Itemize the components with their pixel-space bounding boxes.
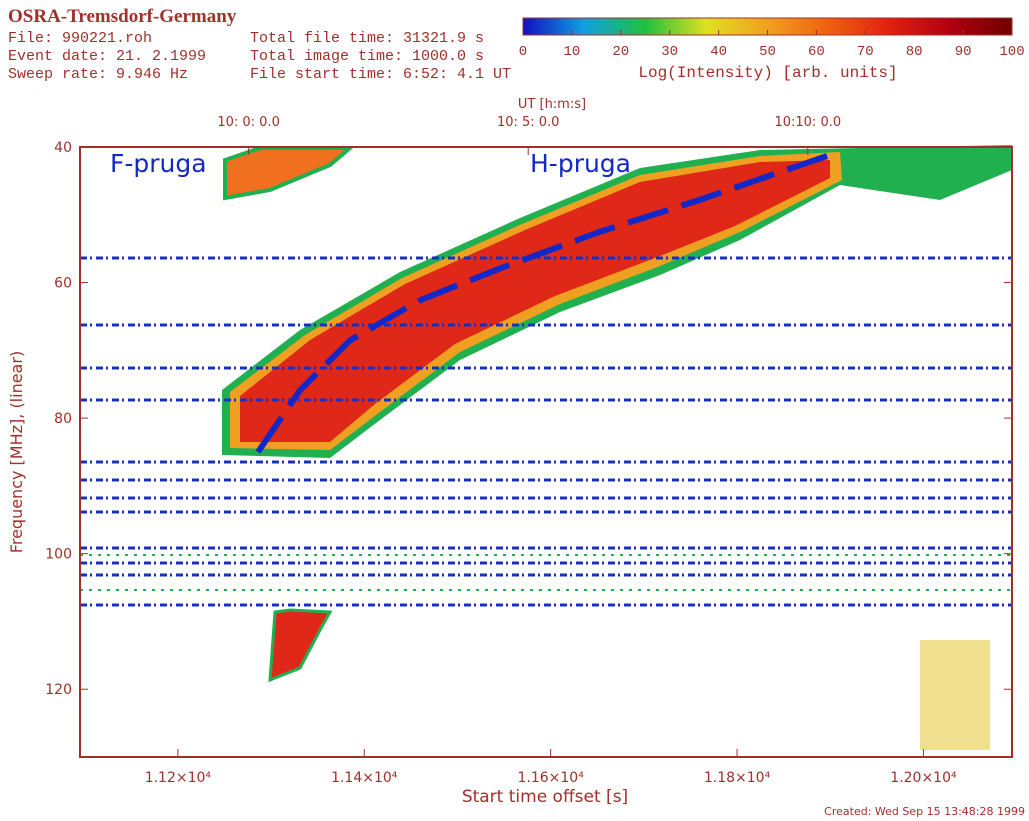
x-tick-label: 1.12×10⁴ xyxy=(145,770,212,786)
info-text: Total image time: 1000.0 s xyxy=(250,48,484,65)
y-tick-label: 80 xyxy=(54,411,72,427)
colorbar-tick-label: 100 xyxy=(999,44,1024,60)
y-axis-label: Frequency [MHz], (linear) xyxy=(7,351,26,553)
info-text: File: 990221.roh xyxy=(8,30,152,47)
chart-title: OSRA-Tremsdorf-Germany xyxy=(8,6,237,27)
footer: Created: Wed Sep 15 13:48:28 1999 xyxy=(824,805,1025,818)
x-tick-label: 1.20×10⁴ xyxy=(890,770,957,786)
x-tick-label: 1.14×10⁴ xyxy=(331,770,398,786)
x-axis-label: Start time offset [s] xyxy=(462,787,628,807)
colorbar-tick-label: 30 xyxy=(661,44,678,60)
chart: OSRA-Tremsdorf-Germany Start time offset… xyxy=(0,0,1029,821)
colorbar-tick-label: 60 xyxy=(808,44,825,60)
colorbar-tick-label: 0 xyxy=(519,44,527,60)
colorbar-tick-label: 90 xyxy=(955,44,972,60)
y-tick-label: 40 xyxy=(54,140,72,156)
y-tick-label: 100 xyxy=(45,547,72,563)
colorbar-tick-label: 10 xyxy=(563,44,580,60)
colorbar-tick-label: 50 xyxy=(759,44,776,60)
x2-tick-label: 10: 5: 0.0 xyxy=(497,115,560,130)
colorbar-label: Log(Intensity) [arb. units] xyxy=(638,64,897,82)
x2-tick-label: 10: 0: 0.0 xyxy=(217,115,280,130)
y-tick-label: 120 xyxy=(45,682,72,698)
x-tick-label: 1.16×10⁴ xyxy=(517,770,584,786)
colorbar-tick-label: 20 xyxy=(612,44,629,60)
x2-tick-label: 10:10: 0.0 xyxy=(774,115,841,130)
colorbar-tick-label: 80 xyxy=(906,44,923,60)
info-text: Total file time: 31321.9 s xyxy=(250,30,484,47)
annotation: H-pruga xyxy=(530,149,631,178)
info-text: File start time: 6:52: 4.1 UT xyxy=(250,66,511,83)
colorbar-tick-label: 70 xyxy=(857,44,874,60)
x-tick-label: 1.18×10⁴ xyxy=(704,770,771,786)
info-text: Sweep rate: 9.946 Hz xyxy=(8,66,188,83)
info-text: Event date: 21. 2.1999 xyxy=(8,48,206,65)
x2-axis-label: UT [h:m:s] xyxy=(518,97,586,112)
annotation: F-pruga xyxy=(110,149,207,178)
y-tick-label: 60 xyxy=(54,276,72,292)
colorbar-tick-label: 40 xyxy=(710,44,727,60)
